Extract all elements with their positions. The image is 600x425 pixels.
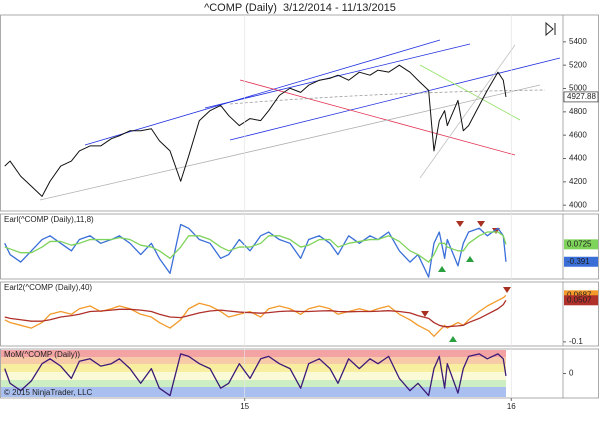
series-line — [4, 64, 507, 197]
buy-marker — [466, 256, 474, 262]
channel-line — [229, 57, 561, 141]
channel-line — [84, 39, 441, 146]
sell-marker — [456, 221, 464, 227]
y-tick-label: 4800 — [569, 107, 587, 116]
buy-marker — [438, 266, 446, 272]
panel-border — [0, 281, 599, 347]
y-tick-label: 4200 — [569, 177, 587, 186]
scroll-end-button[interactable] — [543, 20, 559, 38]
panel-title: Earl2(^COMP (Daily),40) — [4, 283, 92, 292]
sell-marker — [477, 221, 485, 227]
panel-border — [0, 213, 599, 280]
channel-line — [204, 43, 471, 109]
band — [1, 380, 506, 387]
panel-title: MoM(^COMP (Daily)) — [4, 350, 80, 359]
series-line — [4, 353, 507, 397]
series-line — [4, 299, 507, 328]
chart-title: ^COMP (Daily) 3/12/2014 - 11/13/2015 — [204, 2, 396, 14]
scroll-button[interactable] — [543, 20, 559, 38]
series-line — [4, 231, 507, 263]
scroll-icon — [545, 21, 554, 37]
sell-marker — [492, 228, 500, 234]
last-value-box — [563, 91, 599, 103]
x-tick-label: 16 — [507, 402, 516, 411]
band — [1, 364, 506, 372]
band — [1, 387, 506, 397]
last-value-label: -0.391 — [567, 257, 590, 266]
panel-border — [0, 348, 599, 399]
trend-line — [239, 79, 516, 156]
x-tick-label: 15 — [240, 402, 249, 411]
panel-border — [0, 14, 599, 212]
last-value-label: 0.0687 — [567, 290, 592, 299]
trend-line — [419, 44, 516, 179]
panel-title: Earl(^COMP (Daily),11,8) — [4, 215, 94, 224]
y-tick-label: 4000 — [569, 200, 587, 209]
band — [1, 372, 506, 380]
last-value-box — [564, 239, 598, 250]
band — [1, 350, 506, 357]
last-value-box — [564, 295, 598, 306]
y-tick-label: 5200 — [569, 60, 587, 69]
copyright: © 2015 NinjaTrader, LLC — [4, 388, 93, 397]
y-tick-label: 5400 — [569, 37, 587, 46]
sell-marker — [421, 311, 429, 317]
sell-marker — [503, 287, 511, 293]
last-value-label: 4927.88 — [567, 92, 596, 101]
y-tick-label: 4400 — [569, 154, 587, 163]
buy-marker — [449, 336, 457, 342]
last-value-label: 0.0507 — [567, 295, 592, 304]
y-tick-label: -0.1 — [569, 337, 583, 346]
y-tick-label: 0 — [569, 369, 574, 378]
y-tick-label: 5000 — [569, 84, 587, 93]
last-value-label: 0.0725 — [567, 239, 592, 248]
band — [1, 357, 506, 364]
trend-line — [419, 64, 521, 121]
mom-bands — [1, 350, 506, 397]
y-tick-label: 4600 — [569, 130, 587, 139]
signal-markers — [421, 221, 511, 342]
last-value-box — [564, 256, 598, 267]
